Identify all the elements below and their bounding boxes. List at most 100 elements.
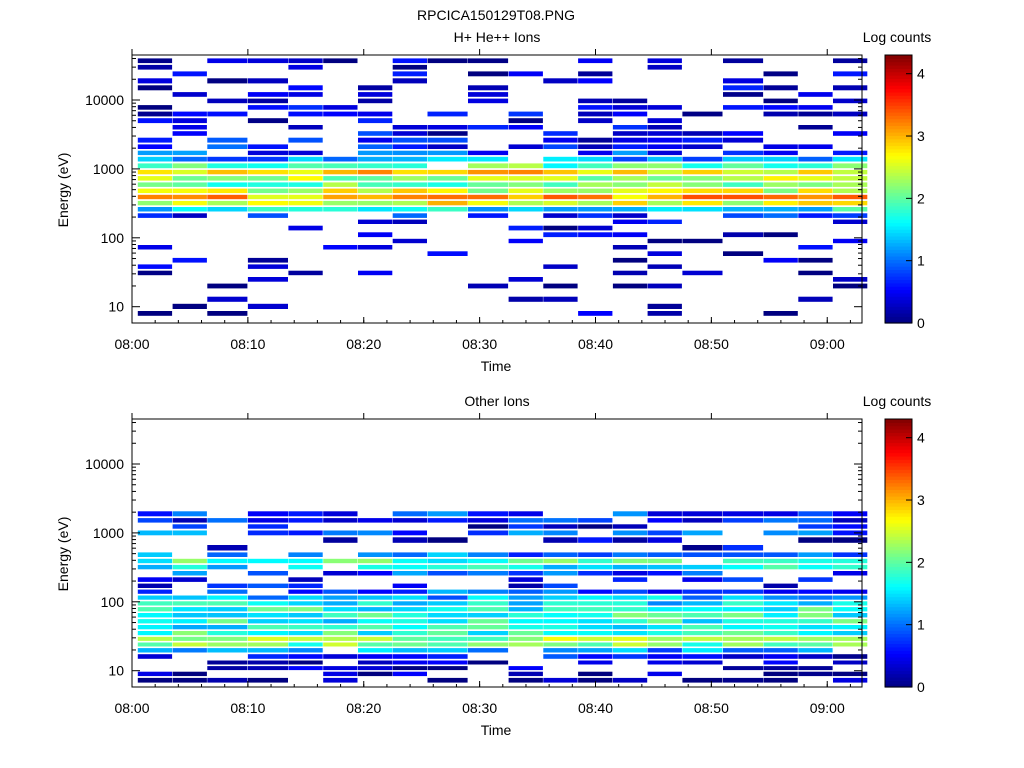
heatmap-cell (247, 150, 288, 156)
colorbar-swatch (885, 462, 912, 467)
heatmap-cell (358, 619, 393, 624)
heatmap-cell (247, 583, 288, 588)
heatmap-cell (172, 677, 207, 683)
heatmap-cell (612, 232, 648, 238)
heatmap-cell (647, 137, 682, 143)
heatmap-cell (392, 589, 427, 594)
colorbar-tick-label: 2 (917, 554, 925, 570)
heatmap-cell (247, 200, 288, 206)
heatmap-cell (763, 601, 798, 606)
heatmap-cell (247, 619, 288, 624)
heatmap-cell (612, 98, 648, 104)
heatmap-cell (247, 264, 288, 269)
heatmap-cell (358, 85, 393, 91)
heatmap-cell (763, 642, 798, 647)
heatmap-cell (578, 648, 613, 653)
colorbar-swatch (885, 128, 912, 133)
heatmap-cell (647, 219, 682, 224)
heatmap-cell (207, 207, 248, 212)
colorbar-swatch (885, 199, 912, 203)
heatmap-cell (723, 666, 764, 671)
heatmap-cell (798, 207, 833, 212)
heatmap-cell (172, 577, 207, 582)
heatmap-cell (247, 194, 288, 200)
heatmap-cell (207, 311, 248, 316)
heatmap-cell (358, 607, 393, 612)
colorbar-swatch (885, 455, 912, 460)
heatmap-cell (427, 111, 468, 117)
heatmap-cell (323, 188, 358, 194)
heatmap-cell (207, 283, 248, 289)
colorbar-tick-label: 0 (917, 679, 925, 695)
heatmap-cell (207, 545, 248, 551)
colorbar-swatch (885, 553, 912, 557)
heatmap-cell (172, 111, 207, 117)
heatmap-cell (578, 176, 613, 181)
heatmap-cell (392, 613, 427, 618)
figure-title: RPCICA150129T08.PNG (417, 7, 575, 23)
heatmap-cell (798, 245, 833, 250)
heatmap-cell (247, 607, 288, 612)
heatmap-cell (207, 156, 248, 162)
heatmap-cell (578, 677, 613, 683)
heatmap-cell (358, 666, 393, 671)
heatmap-cell (543, 156, 578, 162)
heatmap-cell (682, 137, 723, 143)
heatmap-cell (288, 642, 323, 647)
heatmap-cell (578, 225, 613, 231)
heatmap-cell (137, 511, 173, 517)
heatmap-cell (647, 654, 682, 659)
colorbar-swatch (885, 212, 912, 217)
heatmap-cell (427, 601, 468, 606)
heatmap-cell (578, 169, 613, 175)
x-tick-label: 08:30 (462, 336, 497, 352)
colorbar-swatch (885, 666, 912, 671)
heatmap-cell (323, 654, 358, 659)
heatmap-cell (468, 156, 509, 162)
heatmap-cell (763, 207, 798, 212)
heatmap-cell (647, 105, 682, 110)
heatmap-cell (682, 589, 723, 594)
heatmap-cell (833, 111, 868, 117)
heatmap-cell (833, 654, 868, 659)
heatmap-cell (763, 232, 798, 238)
colorbar-swatch (885, 229, 912, 234)
heatmap-cell (207, 666, 248, 671)
heatmap-cell (833, 98, 868, 104)
colorbar-swatch (885, 603, 912, 608)
heatmap-cell (682, 207, 723, 212)
heatmap-cell (468, 558, 509, 564)
heatmap-cell (723, 677, 764, 683)
heatmap-cell (247, 660, 288, 665)
heatmap-cell (247, 98, 288, 104)
x-tick-label: 08:40 (578, 700, 613, 716)
heatmap-cell (833, 571, 868, 576)
heatmap-cell (508, 188, 543, 194)
colorbar-swatch (885, 55, 912, 59)
heatmap-cell (288, 92, 323, 97)
colorbar-swatch (885, 168, 912, 173)
heatmap-cell (833, 283, 868, 289)
heatmap-cell (392, 625, 427, 630)
heatmap-cell (323, 642, 358, 647)
heatmap-cell (723, 85, 764, 91)
heatmap-cell (392, 58, 427, 64)
heatmap-cell (833, 625, 868, 630)
heatmap-cell (682, 636, 723, 641)
heatmap-cell (247, 188, 288, 194)
heatmap-cell (612, 200, 648, 206)
colorbar-tick-label: 4 (917, 430, 925, 446)
heatmap-cell (612, 558, 648, 564)
heatmap-cell (578, 518, 613, 523)
heatmap-cell (798, 589, 833, 594)
heatmap-cell (207, 194, 248, 200)
heatmap-cells (137, 511, 868, 683)
heatmap-cell (137, 194, 173, 200)
heatmap-cell (763, 257, 798, 263)
heatmap-cell (723, 648, 764, 653)
heatmap-cell (247, 92, 288, 97)
colorbar-swatch (885, 496, 912, 500)
heatmap-cell (612, 283, 648, 289)
heatmap-cell (137, 583, 173, 588)
axes: 08:00 08:10 08:20 08:30 08:40 08:50 09:00 10 100… (85, 413, 863, 716)
